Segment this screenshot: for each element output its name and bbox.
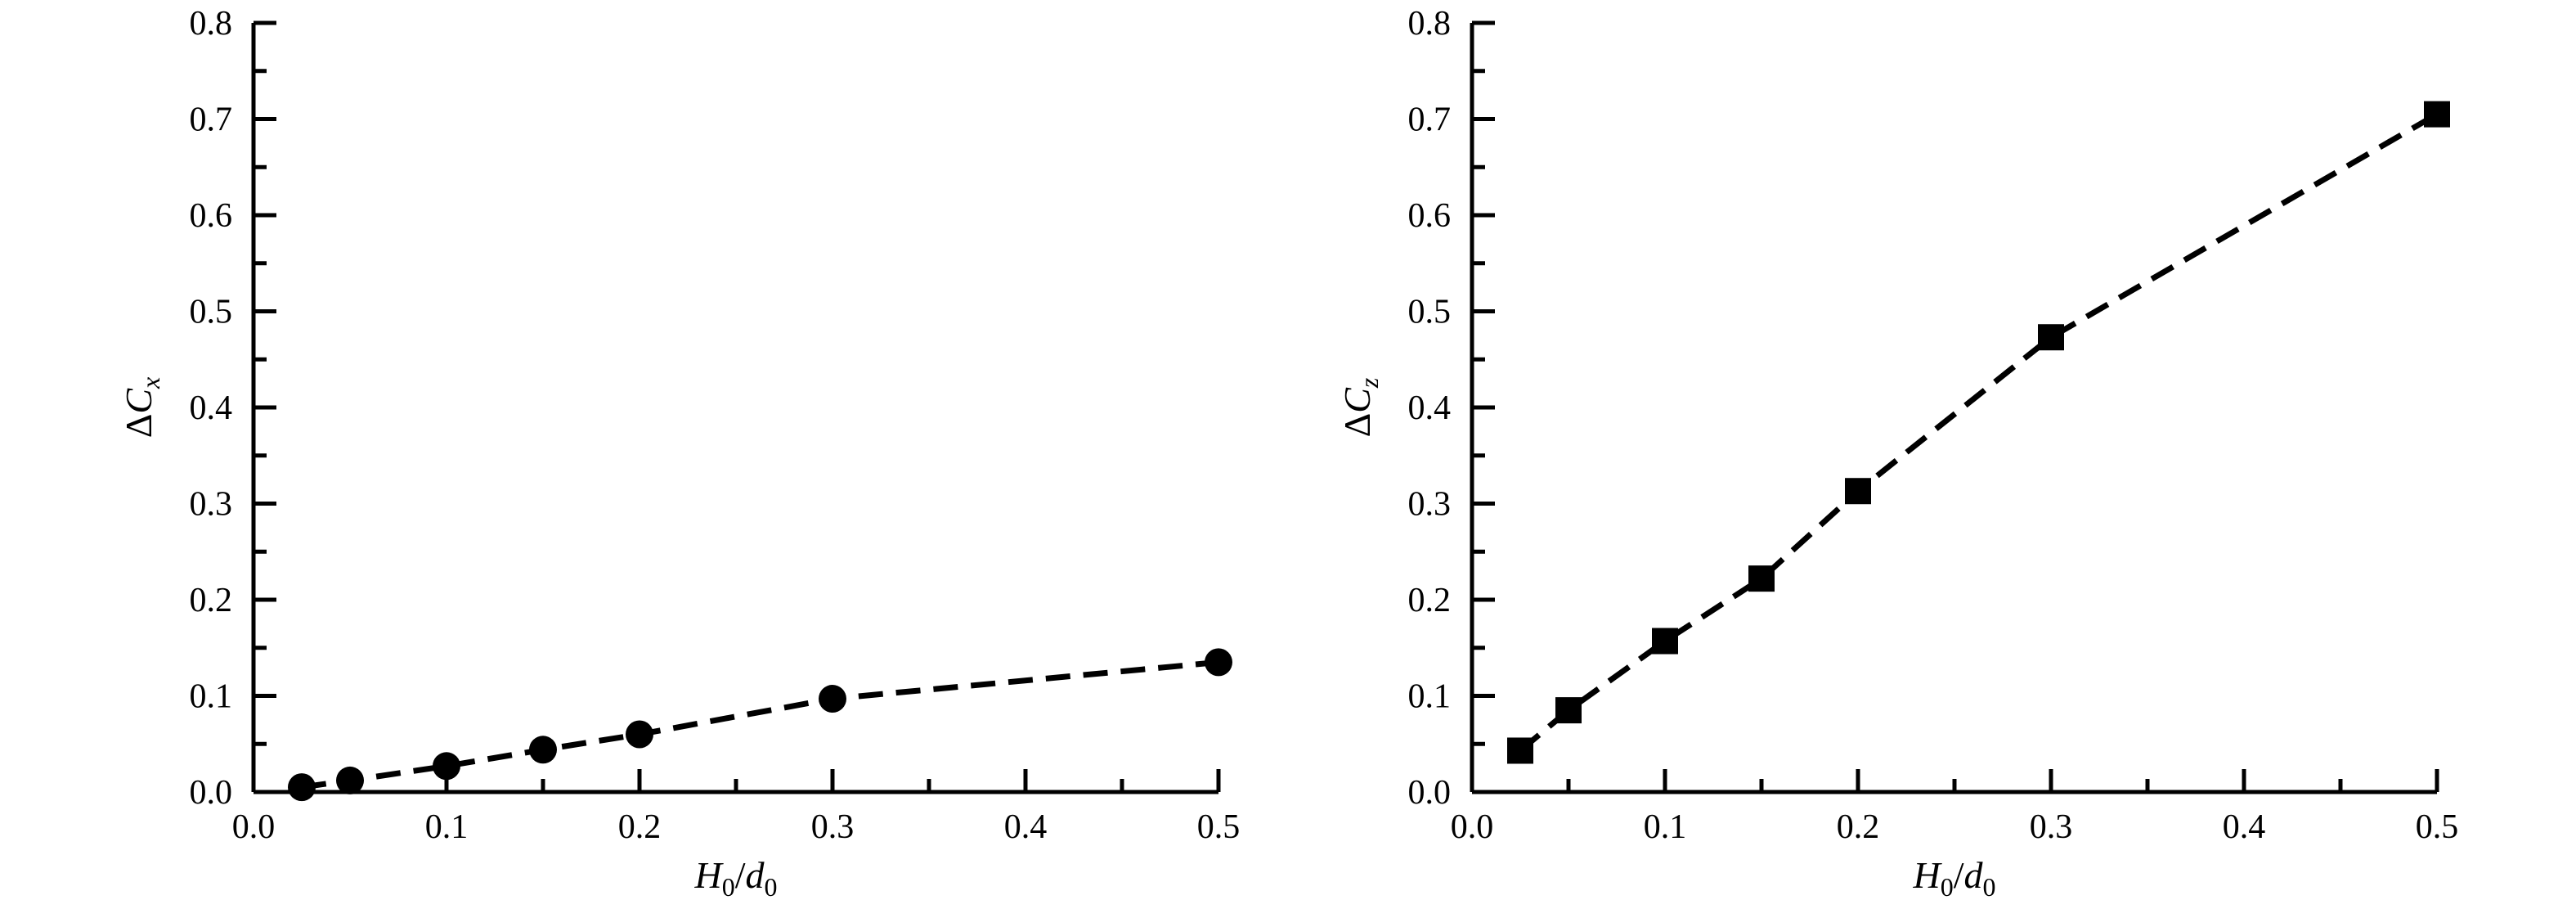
data-point-circle	[1205, 648, 1232, 677]
y-tick-label: 0.3	[1408, 486, 1452, 524]
data-point-circle	[336, 766, 364, 794]
y-tick-label: 0.0	[1408, 774, 1452, 812]
x-tick-label: 0.0	[1451, 808, 1494, 846]
data-point-square	[1652, 628, 1678, 655]
y-tick-label: 0.1	[190, 678, 233, 716]
data-point-square	[1507, 737, 1533, 764]
y-tick-label: 0.7	[190, 101, 233, 139]
y-tick-label: 0.3	[190, 486, 233, 524]
y-tick-label: 0.6	[1408, 197, 1452, 235]
y-axis-label: ΔCz	[1336, 377, 1384, 437]
data-point-square	[2424, 101, 2450, 128]
x-tick-label: 0.1	[1644, 808, 1687, 846]
y-tick-label: 0.4	[1408, 389, 1452, 427]
x-tick-label: 0.2	[618, 808, 662, 846]
x-tick-label: 0.0	[232, 808, 276, 846]
y-tick-label: 0.8	[190, 5, 233, 43]
x-axis-label: H0/d0	[1912, 854, 1995, 902]
x-tick-label: 0.4	[2223, 808, 2266, 846]
dashed-trend-line	[1518, 111, 2439, 754]
y-tick-label: 0.5	[190, 294, 233, 331]
y-tick-label: 0.6	[190, 197, 233, 235]
chart-left-delta-cx: 0.0 0.1 0.2 0.3 0.4 0.5 0.6 0.7 0.8 0.0 0.1 0.2 0.3 0…	[118, 5, 1240, 902]
chart-right-delta-cz: 0.0 0.1 0.2 0.3 0.4 0.5 0.6 0.7 0.8 0.0 0.1 0.2 0.3 0…	[1336, 5, 2458, 902]
data-point-square	[1845, 478, 1871, 505]
y-tick-label: 0.2	[1408, 582, 1452, 619]
data-point-square	[1555, 697, 1582, 724]
y-tick-label: 0.0	[190, 774, 233, 812]
y-tick-label: 0.5	[1408, 294, 1452, 331]
x-tick-label: 0.3	[811, 808, 855, 846]
data-point-circle	[626, 720, 653, 749]
y-axis-label: ΔCx	[118, 377, 165, 438]
data-point-circle	[529, 736, 557, 764]
y-tick-label: 0.1	[1408, 678, 1452, 716]
y-tick-label: 0.4	[190, 389, 233, 427]
x-tick-label: 0.4	[1004, 808, 1048, 846]
data-point-circle	[819, 685, 846, 713]
x-tick-label: 0.5	[2416, 808, 2459, 846]
y-tick-label: 0.2	[190, 582, 233, 619]
data-point-square	[1748, 565, 1775, 592]
data-point-circle	[433, 752, 460, 781]
x-tick-label: 0.2	[1837, 808, 1880, 846]
x-tick-label: 0.5	[1197, 808, 1241, 846]
data-point-square	[2038, 324, 2064, 351]
y-tick-label: 0.8	[1408, 5, 1452, 43]
y-tick-label: 0.7	[1408, 101, 1452, 139]
x-axis-label: H0/d0	[693, 854, 777, 902]
data-point-circle	[288, 773, 316, 802]
x-tick-label: 0.3	[2030, 808, 2073, 846]
x-tick-label: 0.1	[425, 808, 469, 846]
